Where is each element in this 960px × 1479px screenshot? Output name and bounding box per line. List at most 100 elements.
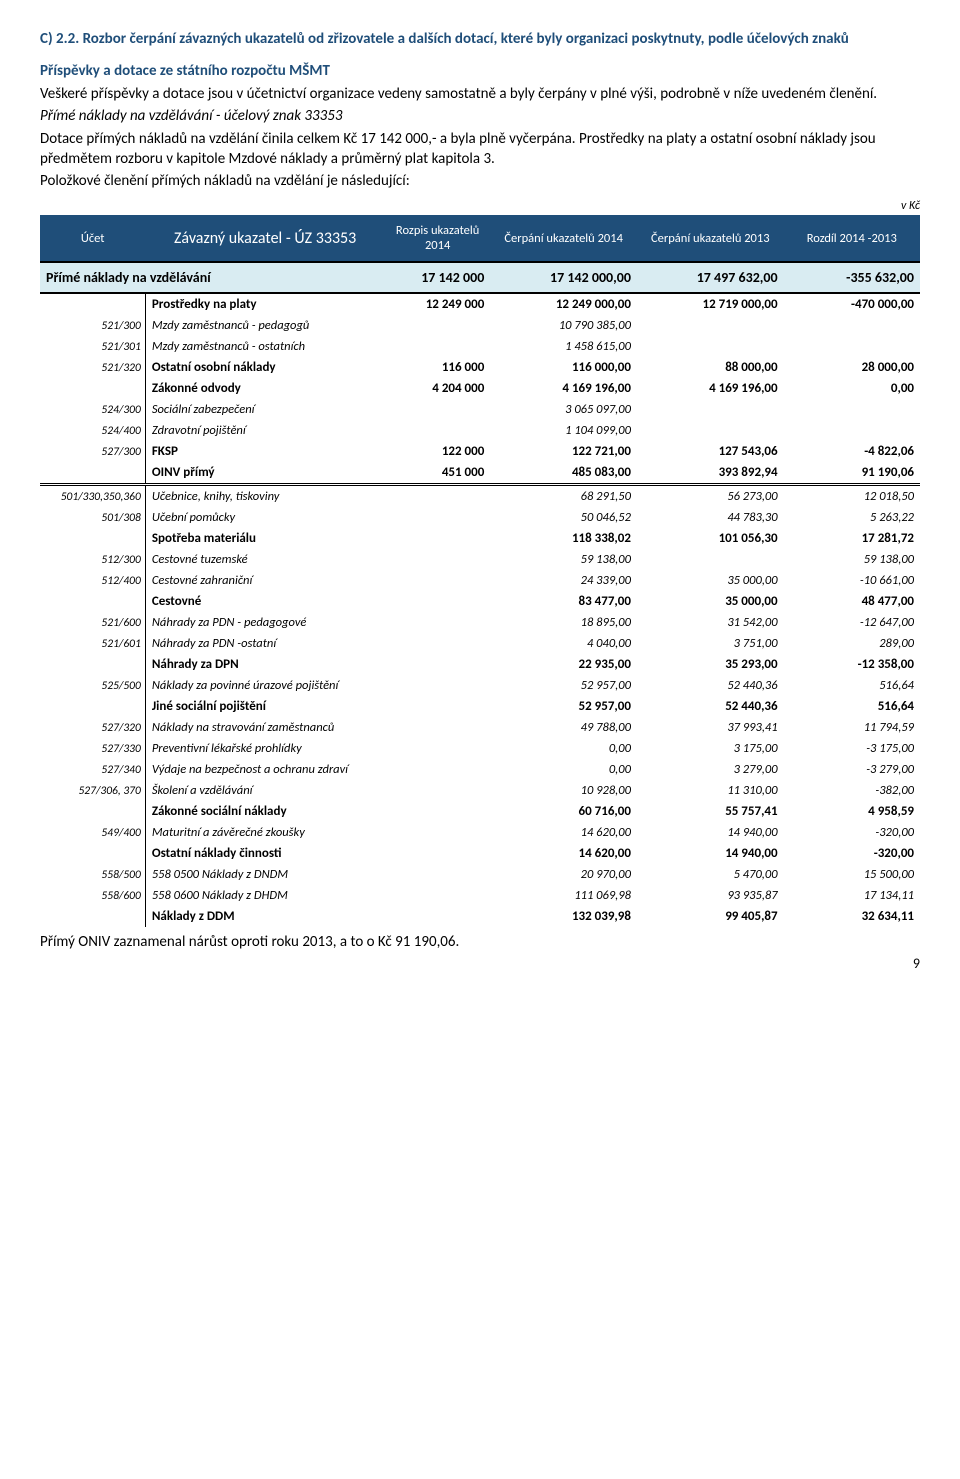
cell-acct: 521/600 bbox=[40, 612, 145, 633]
table-row: 521/301Mzdy zaměstnanců - ostatních1 458… bbox=[40, 336, 920, 357]
cell-diff bbox=[784, 315, 920, 336]
cell-c13: 14 940,00 bbox=[637, 822, 784, 843]
table-header-row: Účet Závazný ukazatel - ÚZ 33353 Rozpis … bbox=[40, 215, 920, 262]
cell-c14: 4 040,00 bbox=[490, 633, 637, 654]
cell-c14: 10 928,00 bbox=[490, 780, 637, 801]
cell-diff bbox=[784, 399, 920, 420]
cell-acct: 527/306, 370 bbox=[40, 780, 145, 801]
cell-name: Preventivní lékařské prohlídky bbox=[145, 738, 385, 759]
cell-acct: 521/320 bbox=[40, 357, 145, 378]
cell-acct bbox=[40, 696, 145, 717]
cell-rozpis bbox=[385, 485, 490, 508]
cell-diff: 11 794,59 bbox=[784, 717, 920, 738]
cell-c14: 132 039,98 bbox=[490, 906, 637, 927]
cell-rozpis bbox=[385, 528, 490, 549]
cell-diff: 32 634,11 bbox=[784, 906, 920, 927]
cell-diff: 28 000,00 bbox=[784, 357, 920, 378]
cell-rozpis: 12 249 000 bbox=[385, 293, 490, 315]
cell-diff: 17 281,72 bbox=[784, 528, 920, 549]
cell-name: Spotřeba materiálu bbox=[145, 528, 385, 549]
cell-acct: 558/500 bbox=[40, 864, 145, 885]
cell-acct: 512/400 bbox=[40, 570, 145, 591]
cell-c13: 55 757,41 bbox=[637, 801, 784, 822]
cell-diff: -12 358,00 bbox=[784, 654, 920, 675]
cell-acct: 549/400 bbox=[40, 822, 145, 843]
table-row: 527/330Preventivní lékařské prohlídky0,0… bbox=[40, 738, 920, 759]
cell-acct bbox=[40, 906, 145, 927]
cell-rozpis bbox=[385, 801, 490, 822]
cell-c13: 31 542,00 bbox=[637, 612, 784, 633]
cell-rozpis bbox=[385, 549, 490, 570]
table-row: 501/330,350,360Učebnice, knihy, tiskovin… bbox=[40, 485, 920, 508]
cell-c13: 14 940,00 bbox=[637, 843, 784, 864]
cell-diff: -320,00 bbox=[784, 843, 920, 864]
cell-acct: 521/601 bbox=[40, 633, 145, 654]
cell-c14: 52 957,00 bbox=[490, 696, 637, 717]
cell-c13 bbox=[637, 399, 784, 420]
table-row: Zákonné sociální náklady60 716,0055 757,… bbox=[40, 801, 920, 822]
cell-c14: 50 046,52 bbox=[490, 507, 637, 528]
cell-name: 558 0500 Náklady z DNDM bbox=[145, 864, 385, 885]
cell-diff: 516,64 bbox=[784, 675, 920, 696]
cell-name: Zákonné sociální náklady bbox=[145, 801, 385, 822]
cell-name: OINV přímý bbox=[145, 462, 385, 485]
cell-c14: 1 458 615,00 bbox=[490, 336, 637, 357]
cell-c14: 68 291,50 bbox=[490, 485, 637, 508]
cell-c13 bbox=[637, 336, 784, 357]
cell-c13: 11 310,00 bbox=[637, 780, 784, 801]
cell-rozpis bbox=[385, 612, 490, 633]
cell-rozpis bbox=[385, 843, 490, 864]
table-row: 527/306, 370Školení a vzdělávání 10 928,0… bbox=[40, 780, 920, 801]
cell-name: Náhrady za PDN - pedagogové bbox=[145, 612, 385, 633]
cell-diff: 289,00 bbox=[784, 633, 920, 654]
table-row: 524/400Zdravotní pojištění1 104 099,00 bbox=[40, 420, 920, 441]
cell-name: Zdravotní pojištění bbox=[145, 420, 385, 441]
cell-name: Maturitní a závěrečné zkoušky bbox=[145, 822, 385, 843]
table-row: 524/300Sociální zabezpečení3 065 097,00 bbox=[40, 399, 920, 420]
cell-rozpis bbox=[385, 336, 490, 357]
cell-acct: 521/301 bbox=[40, 336, 145, 357]
cell-rozpis bbox=[385, 864, 490, 885]
cell-rozpis: 4 204 000 bbox=[385, 378, 490, 399]
cell-c13: 4 169 196,00 bbox=[637, 378, 784, 399]
cell-diff: -3 279,00 bbox=[784, 759, 920, 780]
cell-c14: 0,00 bbox=[490, 738, 637, 759]
cell-c13: 52 440,36 bbox=[637, 696, 784, 717]
cell-c13: 52 440,36 bbox=[637, 675, 784, 696]
th-rozdil: Rozdíl 2014 -2013 bbox=[784, 215, 920, 262]
table-row: 521/600Náhrady za PDN - pedagogové18 895… bbox=[40, 612, 920, 633]
cell-c13: 88 000,00 bbox=[637, 357, 784, 378]
cell-c13: 5 470,00 bbox=[637, 864, 784, 885]
cell-diff: 59 138,00 bbox=[784, 549, 920, 570]
table-row: Cestovné83 477,0035 000,0048 477,00 bbox=[40, 591, 920, 612]
cell-diff: -4 822,06 bbox=[784, 441, 920, 462]
cell-acct bbox=[40, 378, 145, 399]
cell-c14: 20 970,00 bbox=[490, 864, 637, 885]
cell-name: Školení a vzdělávání bbox=[145, 780, 385, 801]
cell-name: Učební pomůcky bbox=[145, 507, 385, 528]
table-row: 558/600558 0600 Náklady z DHDM111 069,98… bbox=[40, 885, 920, 906]
cell-diff bbox=[784, 420, 920, 441]
data-table: Účet Závazný ukazatel - ÚZ 33353 Rozpis … bbox=[40, 215, 920, 927]
cell-c13: 3 279,00 bbox=[637, 759, 784, 780]
cell-c13: 3 751,00 bbox=[637, 633, 784, 654]
cell-c13 bbox=[637, 315, 784, 336]
cell-name: Náklady na stravování zaměstnanců bbox=[145, 717, 385, 738]
table-row: 525/500Náklady za povinné úrazové pojišt… bbox=[40, 675, 920, 696]
cell-acct: 524/400 bbox=[40, 420, 145, 441]
section-heading: C) 2.2. Rozbor čerpání závazných ukazate… bbox=[40, 30, 920, 48]
table-row: 527/320Náklady na stravování zaměstnanců… bbox=[40, 717, 920, 738]
paragraph-polozky: Položkové členění přímých nákladů na vzd… bbox=[40, 171, 920, 191]
cell-diff: 516,64 bbox=[784, 696, 920, 717]
cell-name: Náhrady za DPN bbox=[145, 654, 385, 675]
cell-diff: 0,00 bbox=[784, 378, 920, 399]
cell-c14: 49 788,00 bbox=[490, 717, 637, 738]
cell-c14: 22 935,00 bbox=[490, 654, 637, 675]
cell-c13: 37 993,41 bbox=[637, 717, 784, 738]
table-row: Zákonné odvody4 204 0004 169 196,004 169… bbox=[40, 378, 920, 399]
cell-c14: 122 721,00 bbox=[490, 441, 637, 462]
table-row: 558/500558 0500 Náklady z DNDM 20 970,005… bbox=[40, 864, 920, 885]
table-row: 512/300Cestovné tuzemské59 138,0059 138,… bbox=[40, 549, 920, 570]
cell-acct: 558/600 bbox=[40, 885, 145, 906]
cell-name: Mzdy zaměstnanců - pedagogů bbox=[145, 315, 385, 336]
